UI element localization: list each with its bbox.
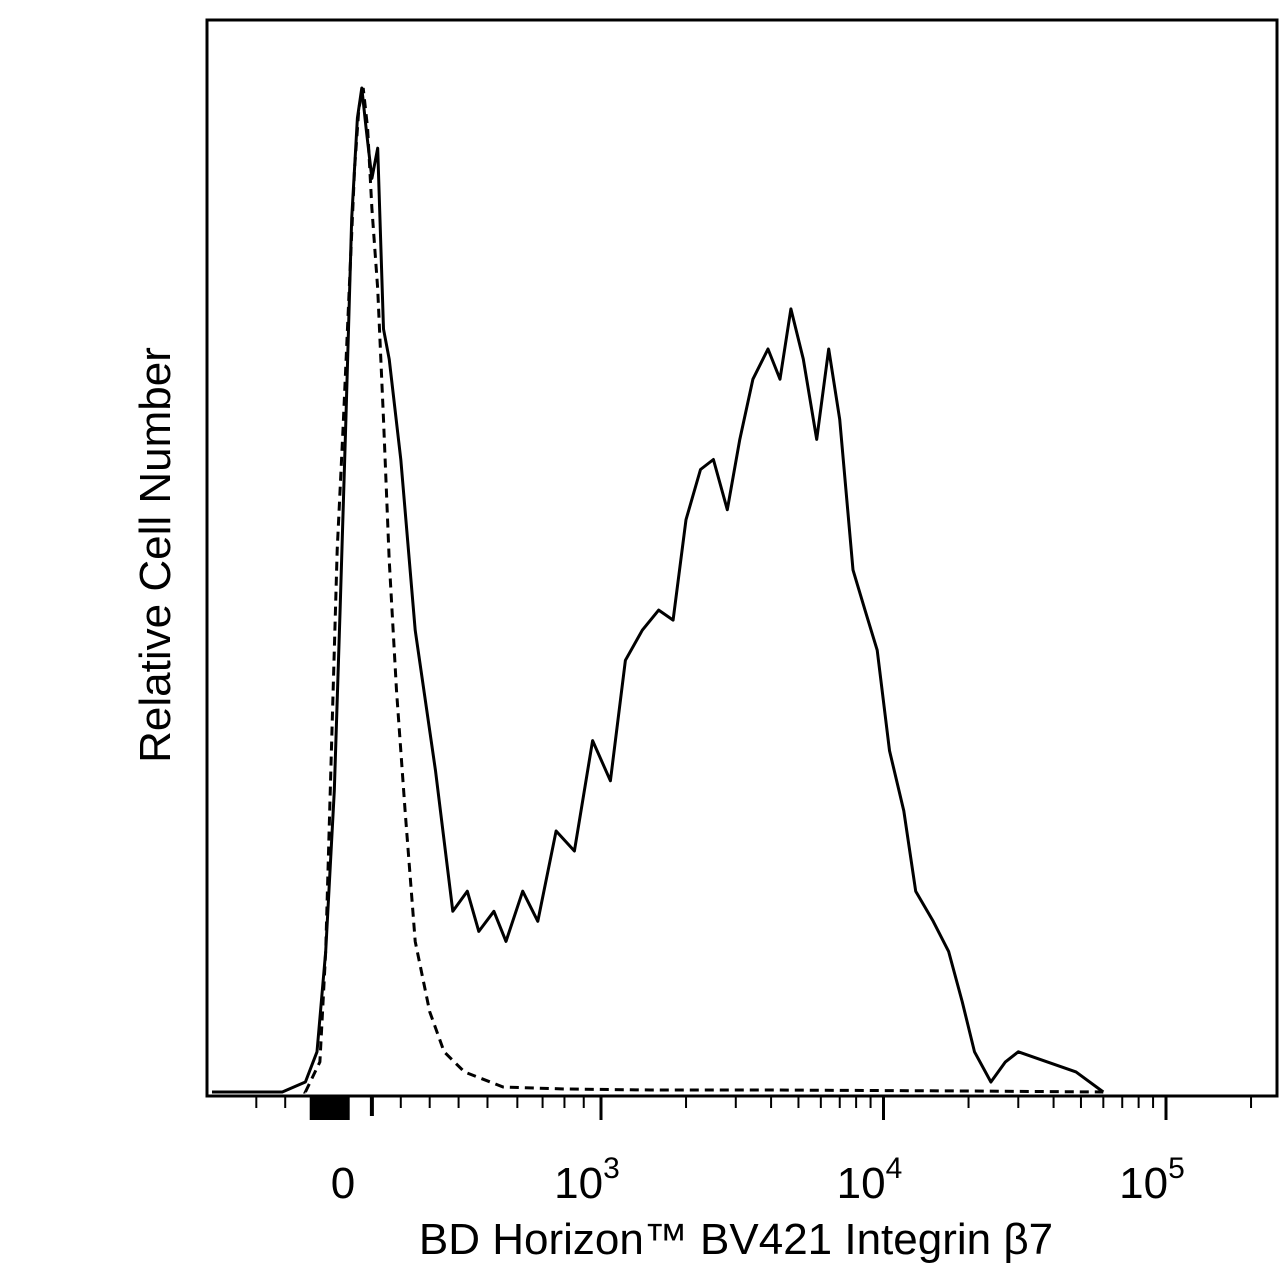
x-axis-major-ticks xyxy=(341,1096,1168,1120)
histogram-line-dashed xyxy=(303,87,1104,1094)
histogram-line-solid xyxy=(212,86,1105,1094)
x-tick-label: 103 xyxy=(554,1152,620,1208)
x-tick-label: 105 xyxy=(1119,1152,1185,1208)
x-axis-label: BD Horizon™ BV421 Integrin β7 xyxy=(419,1215,1053,1264)
x-axis-minor-ticks xyxy=(255,1096,1253,1120)
y-axis-label: Relative Cell Number xyxy=(131,347,180,763)
x-axis-tick-labels: 0 103 104 105 xyxy=(331,1152,1185,1208)
x-tick-label: 0 xyxy=(331,1159,355,1208)
x-tick-label: 104 xyxy=(837,1152,903,1208)
plot-frame xyxy=(205,18,1279,1098)
